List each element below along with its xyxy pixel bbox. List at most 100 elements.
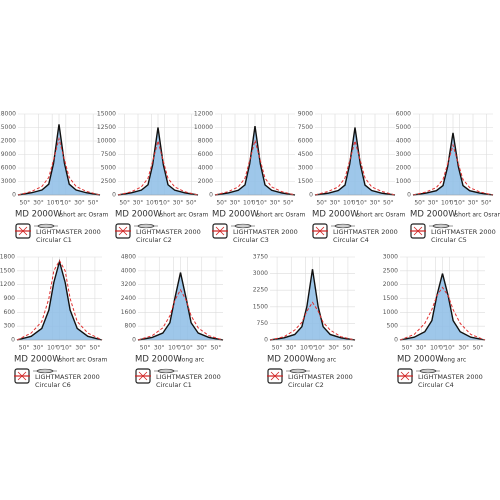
chart-title: MD 2000W xyxy=(312,210,359,220)
chart-subtitle: long arc xyxy=(312,357,336,364)
x-tick-label: 50° xyxy=(90,345,101,352)
x-tick-label: 30° xyxy=(330,200,341,207)
chart-subtitle: long arc xyxy=(180,357,204,364)
y-tick-label: 1800 xyxy=(0,254,15,261)
y-tick-label: 1500 xyxy=(383,295,398,302)
model-name: Circular C1 xyxy=(36,236,72,244)
y-tick-label: 900 xyxy=(4,295,16,302)
series-line xyxy=(412,143,494,196)
y-tick-label: 800 xyxy=(125,323,137,330)
product-name: LIGHTMASTER 2000 xyxy=(156,373,221,381)
series-line xyxy=(399,286,486,341)
series-line xyxy=(269,269,356,341)
y-tick-label: 12000 xyxy=(0,138,16,145)
fixture-icon xyxy=(413,226,423,236)
y-tick-label: 0 xyxy=(407,192,411,199)
area-fill xyxy=(17,261,102,340)
y-tick-label: 1500 xyxy=(0,267,15,274)
x-tick-label: 10° xyxy=(182,345,193,352)
x-tick-label: 10° xyxy=(256,200,267,207)
fixture-icon xyxy=(400,371,410,381)
series-line xyxy=(17,124,101,196)
y-tick-label: 10000 xyxy=(97,138,116,145)
x-tick-label: 50° xyxy=(186,200,197,207)
x-tick-label: 50° xyxy=(19,345,30,352)
x-tick-label: 0° xyxy=(309,345,316,352)
series-line xyxy=(269,301,356,341)
x-tick-label: 30° xyxy=(230,200,241,207)
x-tick-label: 50° xyxy=(216,200,227,207)
series-line xyxy=(17,136,101,196)
x-tick-label: 10° xyxy=(243,200,254,207)
product-name: LIGHTMASTER 2000 xyxy=(431,228,496,236)
y-tick-label: 2250 xyxy=(253,287,268,294)
series-line xyxy=(16,259,103,341)
chart-title: MD 2000W xyxy=(14,355,61,365)
series-line xyxy=(314,127,396,196)
x-tick-label: 0° xyxy=(56,200,63,207)
model-name: Circular C3 xyxy=(233,236,269,244)
x-tick-label: 30° xyxy=(328,345,339,352)
y-tick-label: 3000 xyxy=(253,270,268,277)
x-tick-label: 50° xyxy=(20,200,31,207)
x-tick-label: 10° xyxy=(146,200,157,207)
y-tick-label: 0 xyxy=(12,192,16,199)
y-tick-label: 15000 xyxy=(0,124,16,131)
x-tick-label: 50° xyxy=(383,200,394,207)
product-name: LIGHTMASTER 2000 xyxy=(136,228,201,236)
y-tick-label: 3000 xyxy=(396,151,411,158)
y-tick-label: 0 xyxy=(264,337,268,344)
chart-subtitle: short arc Osram xyxy=(60,212,109,219)
x-tick-label: 50° xyxy=(140,345,151,352)
y-tick-label: 750 xyxy=(257,320,269,327)
x-tick-label: 0° xyxy=(439,345,446,352)
y-tick-label: 1000 xyxy=(383,309,398,316)
y-tick-label: 4000 xyxy=(121,267,136,274)
x-tick-label: 0° xyxy=(155,200,162,207)
y-tick-label: 7500 xyxy=(298,124,313,131)
model-name: Circular C1 xyxy=(156,381,192,389)
chart-title: MD 2000W xyxy=(410,210,457,220)
x-tick-label: 10° xyxy=(430,345,441,352)
fixture-icon xyxy=(315,226,325,236)
y-tick-label: 0 xyxy=(11,337,15,344)
x-tick-label: 30° xyxy=(154,345,165,352)
area-fill xyxy=(315,127,395,195)
y-tick-label: 3200 xyxy=(121,281,136,288)
y-tick-label: 3000 xyxy=(298,165,313,172)
x-tick-label: 10° xyxy=(168,345,179,352)
series-line xyxy=(214,126,296,196)
x-tick-label: 50° xyxy=(283,200,294,207)
y-tick-label: 1500 xyxy=(253,303,268,310)
area-fill xyxy=(270,269,355,340)
chart: 030006000900012000150001800050°30°10°0°1… xyxy=(0,111,109,245)
y-tick-label: 2000 xyxy=(198,178,213,185)
y-tick-label: 9000 xyxy=(298,111,313,118)
x-tick-label: 50° xyxy=(473,345,484,352)
y-tick-label: 6000 xyxy=(1,165,16,172)
x-tick-label: 30° xyxy=(416,345,427,352)
x-tick-label: 10° xyxy=(61,345,72,352)
x-tick-label: 0° xyxy=(450,200,457,207)
y-tick-label: 8000 xyxy=(198,138,213,145)
model-name: Circular C4 xyxy=(333,236,369,244)
y-tick-label: 2400 xyxy=(121,295,136,302)
x-tick-label: 0° xyxy=(352,200,359,207)
x-tick-label: 50° xyxy=(343,345,354,352)
y-tick-label: 500 xyxy=(387,323,399,330)
x-tick-label: 30° xyxy=(74,200,85,207)
chart-title: MD 2000W xyxy=(135,355,182,365)
x-tick-label: 30° xyxy=(33,345,44,352)
y-tick-label: 5000 xyxy=(396,124,411,131)
chart-subtitle: short arc Osram xyxy=(455,212,500,219)
product-name: LIGHTMASTER 2000 xyxy=(418,373,483,381)
y-tick-label: 9000 xyxy=(1,151,16,158)
fixture-icon xyxy=(270,371,280,381)
y-tick-label: 3000 xyxy=(1,178,16,185)
y-tick-label: 5000 xyxy=(101,165,116,172)
y-tick-label: 1500 xyxy=(298,178,313,185)
x-tick-label: 50° xyxy=(88,200,99,207)
